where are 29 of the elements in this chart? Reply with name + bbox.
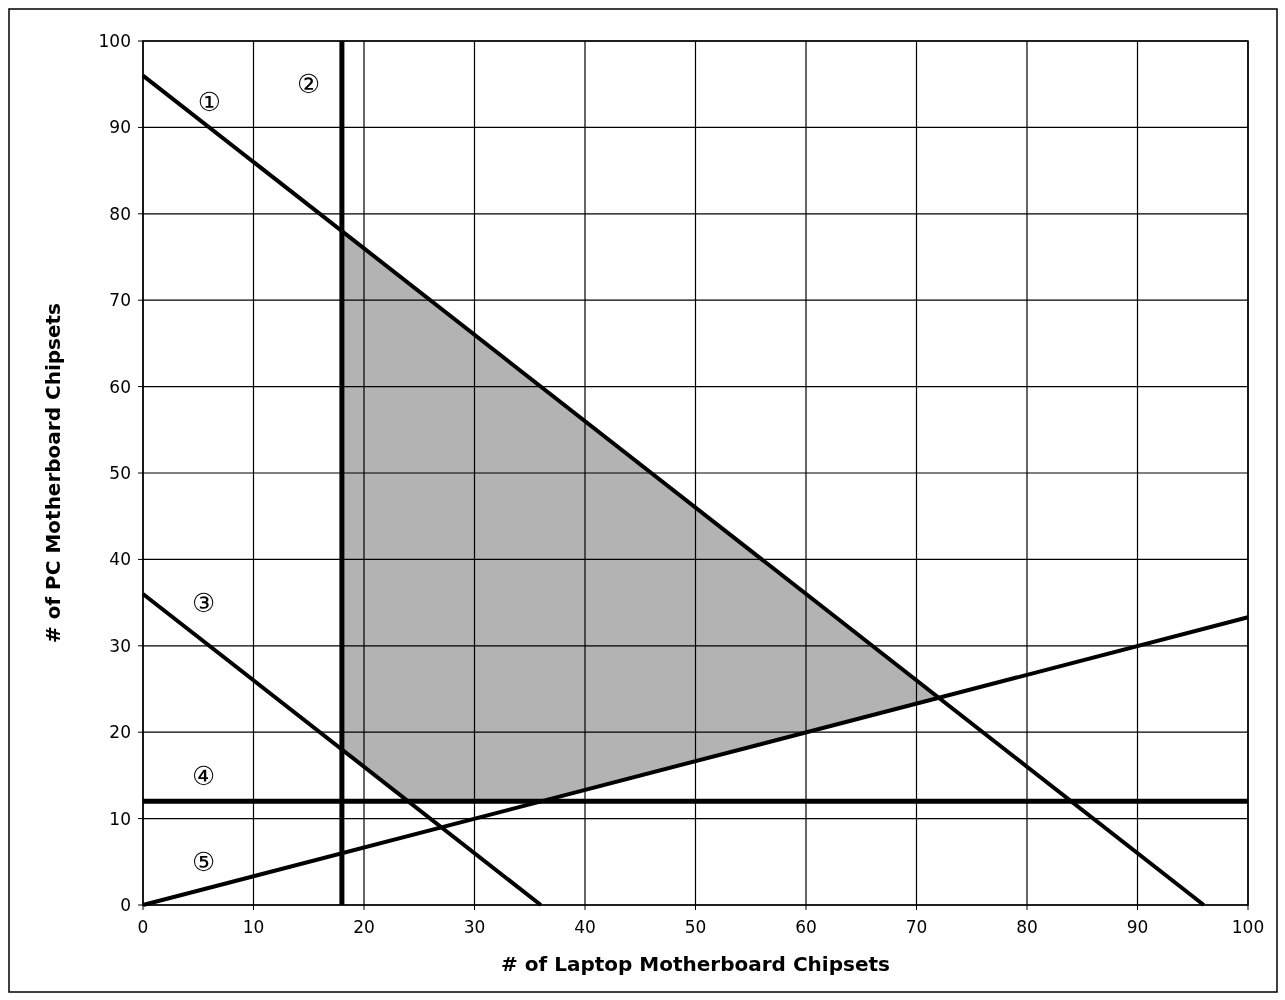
y-tick-label: 10 [109,808,131,829]
x-tick-label: 0 [137,917,149,937]
y-tick-label: 0 [120,895,131,915]
y-tick-label: 100 [98,31,131,51]
y-tick-label: 30 [109,635,131,656]
y-tick-label: 40 [109,549,131,570]
y-tick-label: 90 [109,117,131,138]
annotation: ④ [192,760,216,791]
annotation: ① [197,86,221,117]
annotation: ③ [192,587,216,618]
y-axis-title: # of PC Motherboard Chipsets [41,302,65,644]
x-tick-label: 20 [353,917,375,937]
y-tick-label: 80 [109,203,131,224]
x-tick-label: 30 [463,917,486,937]
x-tick-label: 80 [1016,917,1038,937]
x-tick-label: 10 [242,917,265,937]
annotation: ② [297,69,321,100]
x-tick-label: 70 [905,917,928,937]
x-tick-label: 100 [1231,917,1265,937]
x-tick-label: 60 [795,917,817,937]
x-tick-label: 40 [574,917,596,937]
y-tick-label: 60 [109,376,131,397]
x-tick-label: 90 [1126,917,1149,937]
x-tick-label: 50 [684,917,707,937]
y-tick-label: 70 [109,290,131,311]
x-axis-title: # of Laptop Motherboard Chipsets [501,952,890,976]
annotation: ⑤ [192,846,216,877]
y-tick-label: 50 [109,463,131,483]
y-tick-label: 20 [109,722,131,743]
